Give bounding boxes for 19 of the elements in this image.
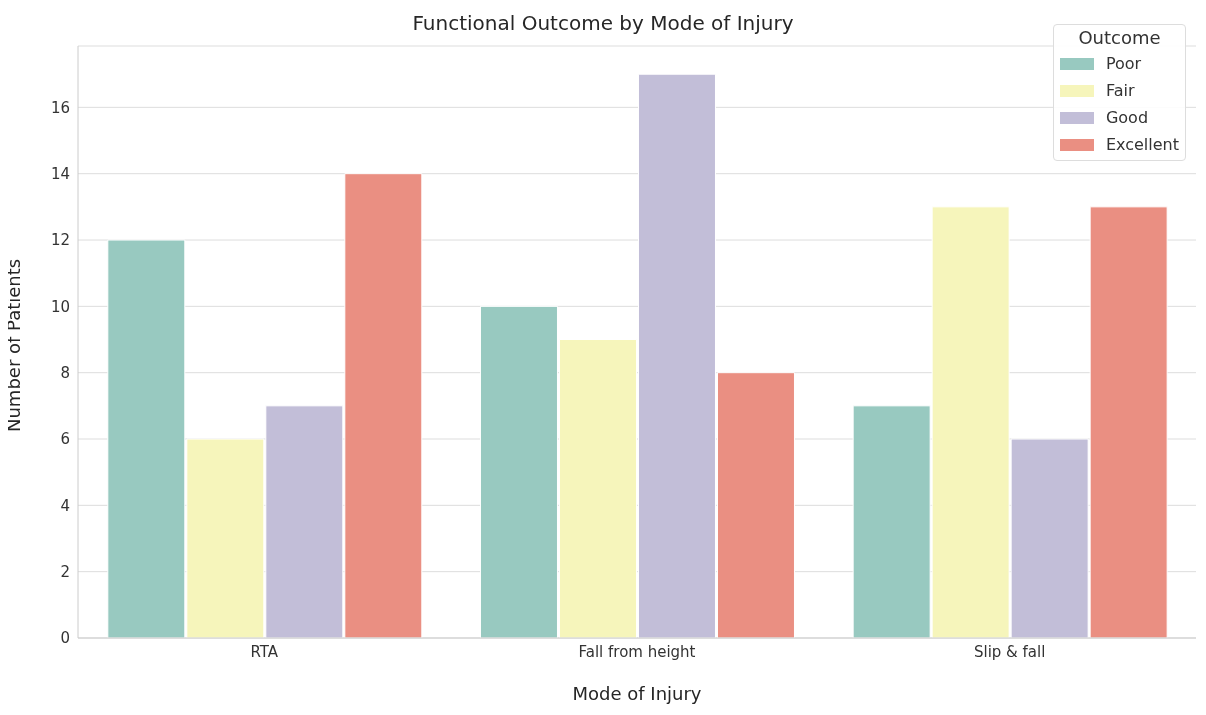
y-tick-label: 10 bbox=[50, 297, 70, 316]
y-tick-label: 0 bbox=[60, 629, 70, 648]
x-tick-label: Fall from height bbox=[578, 642, 696, 661]
x-tick-label: RTA bbox=[250, 642, 279, 661]
legend-label: Fair bbox=[1105, 81, 1135, 100]
y-tick-label: 16 bbox=[50, 98, 70, 117]
y-tick-label: 2 bbox=[60, 562, 70, 581]
chart-title: Functional Outcome by Mode of Injury bbox=[412, 11, 794, 35]
y-tick-label: 12 bbox=[50, 231, 70, 250]
legend-title: Outcome bbox=[1077, 27, 1162, 48]
legend-label: Excellent bbox=[1105, 135, 1179, 154]
y-tick-label: 14 bbox=[50, 165, 70, 184]
y-tick-label: 6 bbox=[60, 430, 70, 449]
y-tick-label: 4 bbox=[60, 496, 70, 515]
x-tick-label: Slip & fall bbox=[973, 642, 1046, 661]
legend-label: Good bbox=[1105, 108, 1149, 127]
legend-label: Poor bbox=[1105, 54, 1142, 73]
x-axis-title: Mode of Injury bbox=[572, 683, 702, 704]
y-tick-label: 8 bbox=[60, 364, 70, 382]
